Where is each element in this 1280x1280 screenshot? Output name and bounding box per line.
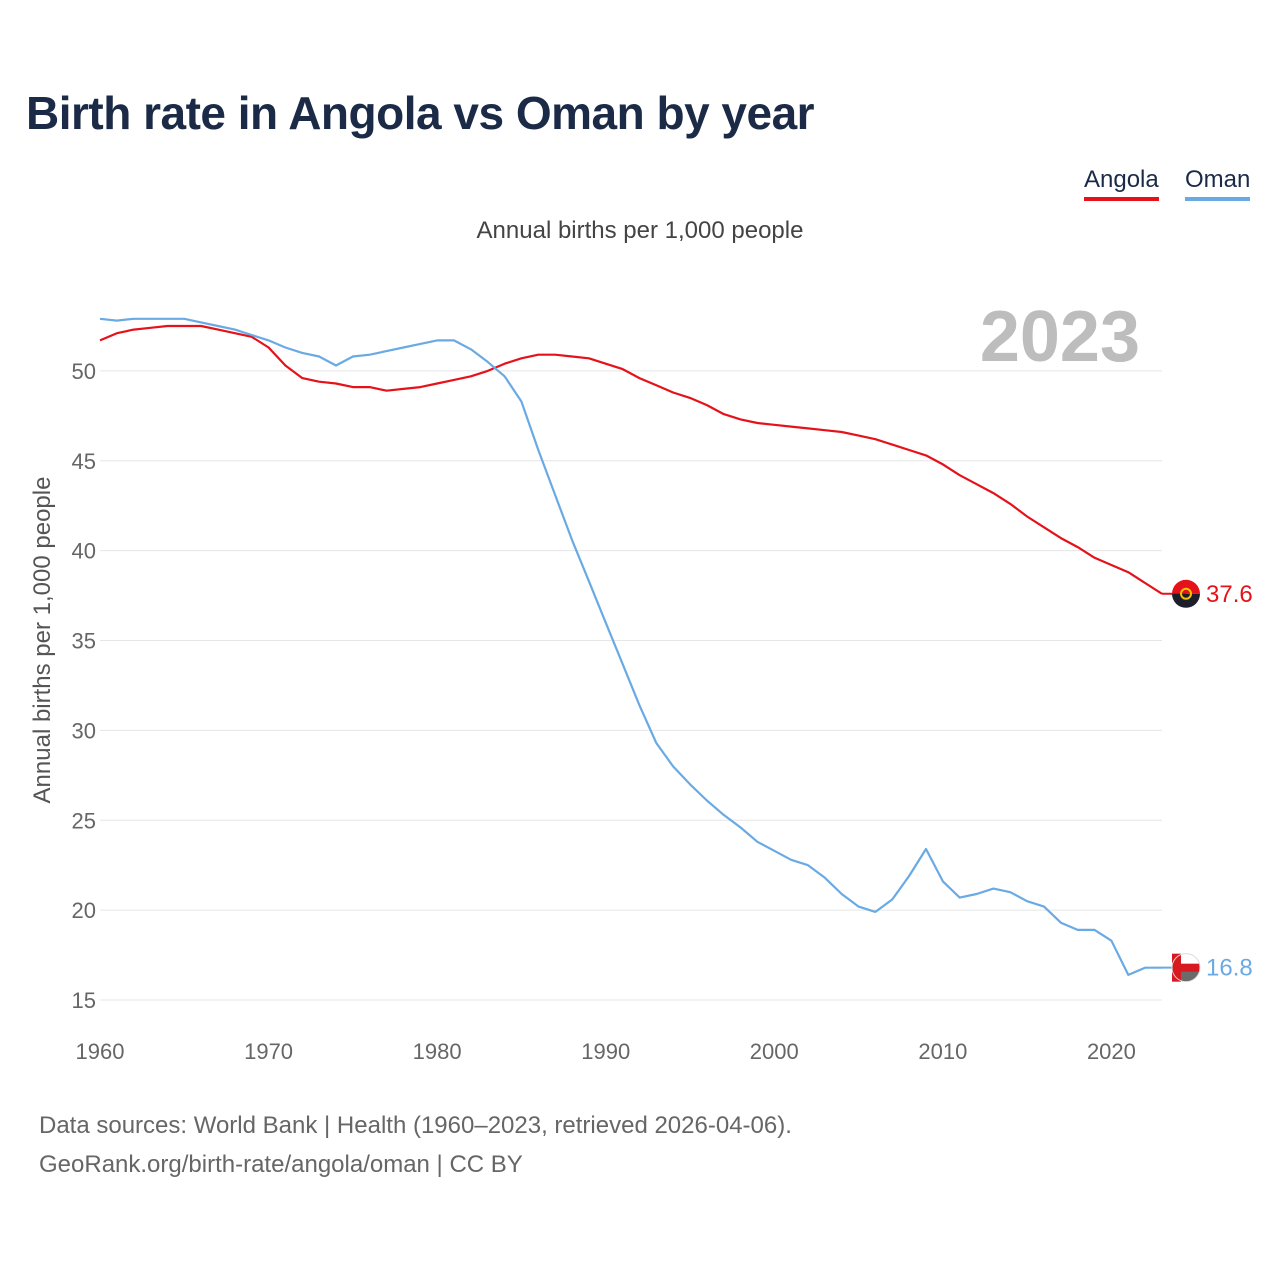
x-tick-label: 1990	[581, 1039, 630, 1064]
x-axis-ticks: 1960 1970 1980 1990 2000 2010 2020	[76, 1039, 1136, 1064]
series-line-angola[interactable]	[99, 324, 1163, 595]
end-value-label-angola: 37.6	[1206, 581, 1253, 608]
line-chart: 15 20 25 30 35 40 45 50 1960 1970 1980 1990 2000 201…	[29, 297, 1253, 1064]
chart-subtitle: Annual births per 1,000 people	[476, 217, 804, 244]
y-tick-label: 45	[72, 449, 96, 474]
x-tick-label: 2000	[750, 1039, 799, 1064]
year-label: 2023	[980, 297, 1140, 377]
footer-source: Data sources: World Bank | Health (1960–…	[39, 1112, 792, 1139]
y-tick-label: 30	[72, 718, 96, 743]
x-tick-label: 2010	[918, 1039, 967, 1064]
y-tick-label: 35	[72, 629, 96, 654]
y-tick-label: 50	[72, 359, 96, 384]
x-tick-label: 1980	[413, 1039, 462, 1064]
x-tick-label: 1970	[244, 1039, 293, 1064]
x-tick-label: 1960	[76, 1039, 125, 1064]
y-tick-label: 40	[72, 539, 96, 564]
series-lines	[99, 317, 1163, 977]
y-axis-ticks: 15 20 25 30 35 40 45 50	[72, 359, 96, 1013]
y-tick-label: 20	[72, 898, 96, 923]
chart-title: Birth rate in Angola vs Oman by year	[26, 87, 815, 139]
legend-item-angola[interactable]: Angola	[1084, 166, 1159, 201]
x-tick-label: 2020	[1087, 1039, 1136, 1064]
end-value-label-oman: 16.8	[1206, 955, 1253, 982]
footer: Data sources: World Bank | Health (1960–…	[39, 1106, 792, 1184]
y-tick-label: 15	[72, 988, 96, 1013]
legend-item-oman[interactable]: Oman	[1185, 166, 1251, 201]
y-tick-label: 25	[72, 808, 96, 833]
end-markers: 37.6 16.8	[1162, 579, 1253, 983]
flag-icon-angola	[1172, 579, 1200, 608]
footer-link[interactable]: GeoRank.org/birth-rate/angola/oman | CC …	[39, 1151, 523, 1178]
series-line-oman[interactable]	[99, 317, 1162, 977]
gridlines	[100, 370, 1162, 1001]
y-axis-label: Annual births per 1,000 people	[29, 477, 56, 804]
flag-icon-oman	[1171, 953, 1201, 983]
